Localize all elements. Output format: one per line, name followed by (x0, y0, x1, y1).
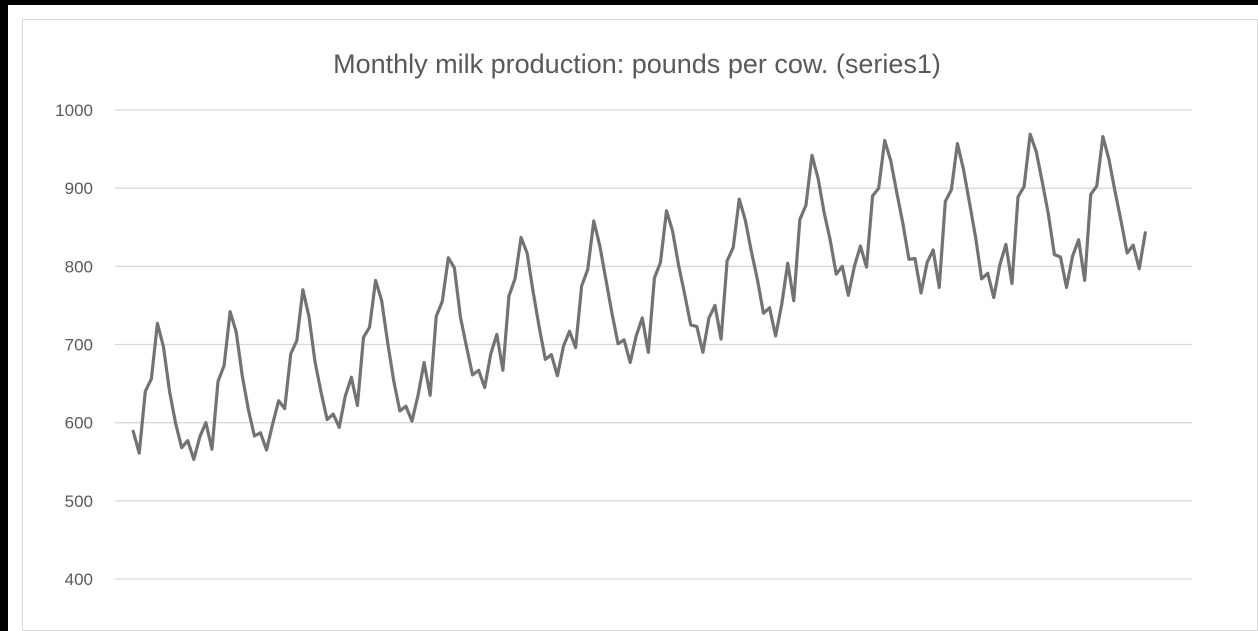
series-line-1 (131, 132, 1147, 461)
y-tick-label: 800 (65, 257, 93, 276)
y-tick-label: 600 (65, 414, 93, 433)
chart-title: Monthly milk production: pounds per cow.… (333, 49, 941, 79)
y-tick-label: 400 (65, 570, 93, 589)
y-axis-ticks: 1000 900 800 700 600 500 400 (55, 101, 93, 589)
y-tick-label: 900 (65, 179, 93, 198)
gridlines (115, 109, 1192, 580)
y-tick-label: 700 (65, 336, 93, 355)
y-tick-label: 1000 (55, 101, 93, 120)
series-group (131, 132, 1147, 461)
y-tick-label: 500 (65, 492, 93, 511)
